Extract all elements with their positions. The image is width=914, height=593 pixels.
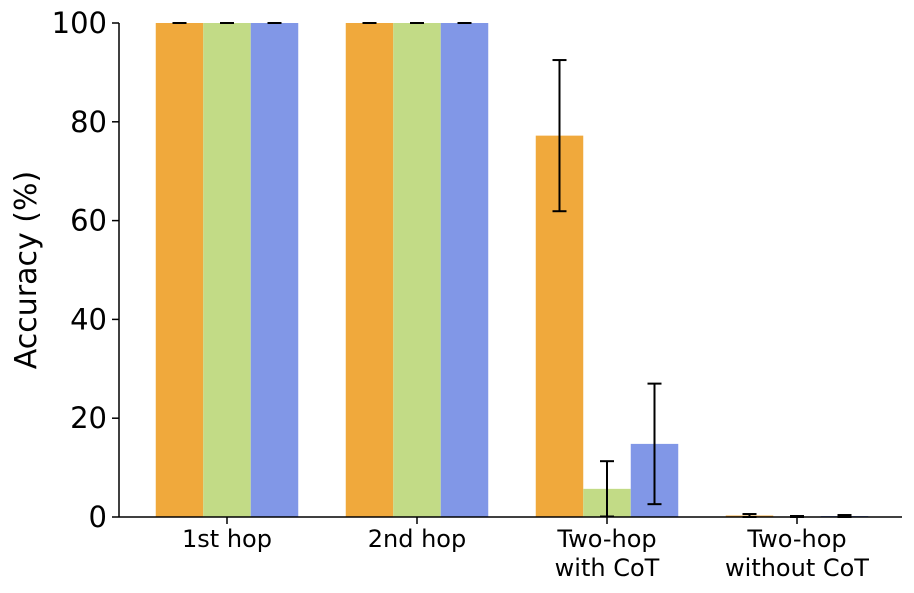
bar-s1-c0	[203, 23, 251, 517]
bars-group	[155, 23, 869, 517]
y-axis-title: Accuracy (%)	[9, 171, 44, 369]
y-tick-label: 20	[70, 401, 107, 435]
y-tick-label: 0	[89, 500, 107, 534]
x-tick-label: with CoT	[555, 554, 660, 582]
y-ticks-group: 0 20 40 60 80 100	[52, 6, 119, 534]
x-tick-label: without CoT	[725, 554, 869, 582]
error-bar-s2-c2	[647, 382, 662, 506]
bar-s2-c1	[440, 23, 489, 517]
y-tick-label: 80	[70, 105, 107, 139]
x-tick-label: 2nd hop	[368, 525, 466, 553]
y-tick-label: 40	[70, 302, 107, 336]
x-tick-label: 1st hop	[182, 525, 272, 553]
x-tick-label: Two-hop	[746, 525, 846, 553]
error-bar-s0-c2	[552, 59, 567, 213]
bar-s1-c1	[393, 23, 441, 517]
x-tick-label: Two-hop	[556, 525, 656, 553]
y-tick-label: 60	[70, 204, 107, 238]
bar-s0-c0	[155, 23, 204, 517]
y-tick-label: 100	[52, 6, 107, 40]
bar-s2-c0	[250, 23, 299, 517]
bar-s0-c1	[345, 23, 394, 517]
